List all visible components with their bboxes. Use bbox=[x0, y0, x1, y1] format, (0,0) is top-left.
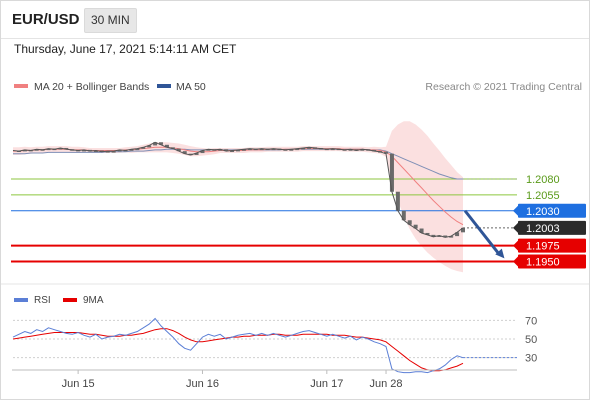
level-label-1.2030: 1.2030 bbox=[526, 206, 560, 218]
level-tag-1.2030 bbox=[518, 203, 586, 218]
price-candle bbox=[153, 142, 158, 146]
price-candle bbox=[230, 150, 235, 153]
price-candle bbox=[111, 151, 116, 153]
legend-swatch-9ma bbox=[63, 298, 77, 302]
price-candle bbox=[348, 149, 353, 151]
price-candle bbox=[455, 232, 460, 237]
price-candle bbox=[431, 234, 436, 237]
price-candle bbox=[301, 147, 306, 150]
rsi-tick-label: 70 bbox=[525, 315, 537, 327]
price-candle bbox=[360, 149, 365, 151]
price-candle bbox=[218, 149, 223, 151]
legend-label-9ma: 9MA bbox=[83, 295, 104, 306]
last-price-pointer bbox=[513, 222, 518, 233]
price-candle bbox=[99, 150, 104, 153]
price-candle bbox=[22, 149, 27, 152]
symbol-label: EUR/USD bbox=[12, 11, 80, 28]
price-candle bbox=[395, 191, 400, 211]
trend-arrow-head bbox=[495, 248, 505, 259]
bollinger-band bbox=[13, 121, 463, 273]
price-candle bbox=[389, 153, 394, 192]
x-tick-label: Jun 28 bbox=[370, 378, 403, 390]
price-candle bbox=[330, 148, 335, 151]
trend-arrow-shaft bbox=[463, 209, 500, 255]
price-candle bbox=[200, 150, 205, 154]
legend-label-rsi: RSI bbox=[34, 295, 51, 306]
price-candle bbox=[188, 153, 193, 156]
price-candle bbox=[236, 149, 240, 152]
level-tag-pointer bbox=[513, 240, 518, 251]
header-bar: EUR/USD 30 MIN bbox=[1, 1, 589, 39]
rsi-ma-line bbox=[12, 328, 464, 372]
legend-swatch-rsi bbox=[14, 298, 28, 302]
price-candle bbox=[425, 232, 430, 235]
price-candle bbox=[34, 149, 39, 151]
price-candle bbox=[194, 153, 199, 155]
price-candle bbox=[129, 149, 134, 151]
level-label-1.1950: 1.1950 bbox=[526, 256, 560, 268]
price-candle bbox=[164, 144, 169, 148]
price-candle bbox=[206, 149, 211, 151]
price-candle bbox=[289, 149, 294, 151]
legend-swatch-ma50 bbox=[157, 84, 171, 88]
price-candle bbox=[93, 150, 98, 153]
level-tag-1.1950 bbox=[518, 254, 586, 269]
last-price-label: 1.2003 bbox=[526, 223, 560, 235]
level-tag-pointer bbox=[513, 205, 518, 216]
price-candle bbox=[259, 148, 264, 151]
price-candle bbox=[224, 149, 229, 152]
price-candle bbox=[437, 235, 442, 237]
level-tag-pointer bbox=[513, 256, 518, 267]
price-candle bbox=[46, 148, 51, 151]
legend-swatch-ma20 bbox=[14, 84, 28, 88]
price-candle bbox=[247, 148, 252, 151]
legend-label-ma50: MA 50 bbox=[176, 81, 206, 93]
level-label-1.1975: 1.1975 bbox=[526, 241, 560, 253]
level-label-1.2055: 1.2055 bbox=[526, 190, 560, 202]
rsi-tick-label: 30 bbox=[525, 353, 537, 365]
level-label-1.2080: 1.2080 bbox=[526, 174, 560, 186]
x-tick-label: Jun 16 bbox=[186, 378, 219, 390]
price-candle bbox=[176, 148, 181, 152]
price-candle bbox=[443, 235, 448, 238]
price-line bbox=[12, 141, 464, 238]
price-candle bbox=[105, 151, 110, 153]
price-candle bbox=[147, 145, 152, 148]
timeframe-button[interactable]: 30 MIN bbox=[84, 8, 137, 33]
price-candle bbox=[401, 210, 406, 221]
last-price-tag bbox=[518, 220, 586, 235]
price-candle bbox=[159, 142, 164, 145]
timestamp: Thursday, June 17, 2021 5:14:11 AM CET bbox=[14, 42, 237, 56]
rsi-line bbox=[12, 317, 464, 374]
price-candle bbox=[449, 236, 454, 238]
price-candle bbox=[461, 227, 465, 233]
price-candle bbox=[384, 151, 389, 154]
price-candle bbox=[307, 147, 312, 149]
price-candle bbox=[182, 151, 187, 154]
price-candle bbox=[413, 224, 418, 229]
x-tick-label: Jun 17 bbox=[310, 378, 343, 390]
price-candle bbox=[241, 149, 246, 151]
price-candle bbox=[271, 148, 276, 151]
price-candle bbox=[135, 148, 140, 151]
rsi-tick-label: 50 bbox=[525, 334, 537, 346]
x-tick-label: Jun 15 bbox=[62, 378, 95, 390]
price-candle bbox=[141, 147, 146, 149]
price-candle bbox=[82, 149, 87, 152]
price-candle bbox=[295, 148, 300, 151]
price-candle bbox=[58, 147, 63, 150]
price-candle bbox=[407, 220, 412, 225]
price-candle bbox=[117, 149, 122, 152]
credit-text: Research © 2021 Trading Central bbox=[425, 81, 582, 93]
price-candle bbox=[419, 228, 424, 233]
legend-label-ma20: MA 20 + Bollinger Bands bbox=[34, 81, 149, 93]
level-tag-1.1975 bbox=[518, 238, 586, 253]
